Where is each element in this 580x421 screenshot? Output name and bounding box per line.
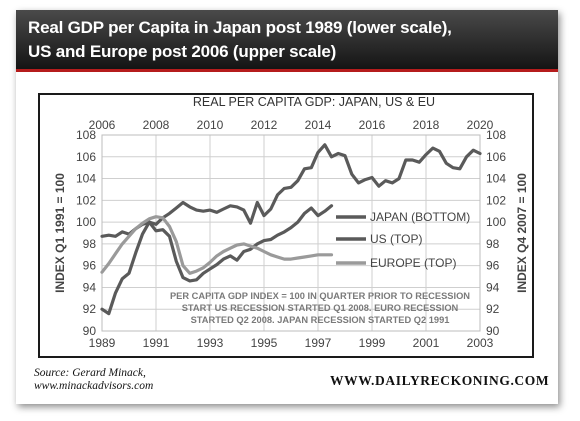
headline-line-2: US and Europe post 2006 (upper scale) (28, 42, 337, 61)
source-line-1: Source: Gerard Minack, (34, 367, 146, 379)
y-tick-label-right: 96 (486, 259, 500, 273)
x-tick-label-bottom: 1989 (89, 336, 116, 350)
annotation: PER CAPITA GDP INDEX = 100 IN QUARTER PR… (170, 291, 470, 325)
y-axis-label-left: INDEX Q1 1991 = 100 (53, 173, 67, 293)
x-tick-label-top: 2010 (197, 118, 224, 132)
y-tick-label-left: 100 (76, 215, 96, 229)
y-tick-label-left: 102 (76, 193, 96, 207)
chart-frame (38, 93, 534, 358)
source-line-2: www.minackadvisors.com (34, 380, 154, 392)
y-tick-label-right: 106 (486, 150, 506, 164)
gdp-line-chart: 90 90 92 92 94 94 96 96 98 98 100 100 102 102 104 104 10… (53, 95, 529, 350)
y-tick-label-right: 92 (486, 302, 500, 316)
annotation-line-1: PER CAPITA GDP INDEX = 100 IN QUARTER PR… (170, 291, 470, 301)
x-tick-label-top: 2008 (143, 118, 170, 132)
y-tick-label-right: 104 (486, 172, 506, 186)
header-banner: Real GDP per Capita in Japan post 1989 (… (16, 10, 558, 72)
legend: JAPAN (BOTTOM) US (TOP) EUROPE (TOP) (336, 210, 470, 270)
y-tick-label-left: 96 (83, 259, 97, 273)
series-lines (100, 143, 482, 316)
headline-line-1: Real GDP per Capita in Japan post 1989 (… (28, 18, 452, 37)
x-tick-label-bottom: 1995 (251, 336, 278, 350)
x-tick-label-top: 2020 (467, 118, 494, 132)
chart-title: REAL PER CAPITA GDP: JAPAN, US & EU (193, 95, 435, 109)
plot-area-border (101, 134, 481, 332)
x-tick-label-top: 2014 (305, 118, 332, 132)
x-tick-label-top: 2006 (89, 118, 116, 132)
y-tick-label-right: 98 (486, 237, 500, 251)
x-tick-label-bottom: 2001 (413, 336, 440, 350)
y-tick-label-left: 106 (76, 150, 96, 164)
y-tick-label-right: 100 (486, 215, 506, 229)
y-tick-label-right: 108 (486, 128, 506, 142)
y-tick-label-left: 92 (83, 302, 97, 316)
legend-label: EUROPE (TOP) (370, 256, 456, 270)
x-tick-label-bottom: 1999 (359, 336, 386, 350)
x-tick-label-bottom: 2003 (467, 336, 494, 350)
y-tick-label-right: 102 (486, 193, 506, 207)
x-tick-label-top: 2016 (359, 118, 386, 132)
y-axis-label-right: INDEX Q4 2007 = 100 (515, 173, 529, 293)
y-tick-label-right: 90 (486, 324, 500, 338)
legend-label: JAPAN (BOTTOM) (370, 210, 470, 224)
x-tick-label-top: 2012 (251, 118, 278, 132)
us-line (100, 204, 334, 316)
grid (101, 134, 481, 332)
x-tick-label-bottom: 1993 (197, 336, 224, 350)
x-tick-label-top: 2018 (413, 118, 440, 132)
annotation-line-2: START US RECESSION STARTED Q1 2008. EURO… (182, 303, 459, 313)
y-tick-label-left: 94 (83, 280, 97, 294)
x-tick-label-bottom: 1991 (143, 336, 170, 350)
x-tick-label-bottom: 1997 (305, 336, 332, 350)
europe-line (100, 215, 334, 275)
axes: 90 90 92 92 94 94 96 96 98 98 100 100 102 102 104 104 10… (76, 118, 506, 350)
annotation-line-3: STARTED Q2 2008. JAPAN RECESSION STARTED… (191, 315, 450, 325)
y-tick-label-left: 108 (76, 128, 96, 142)
japan-line (100, 143, 482, 238)
y-tick-label-left: 104 (76, 172, 96, 186)
legend-label: US (TOP) (370, 232, 422, 246)
y-tick-label-right: 94 (486, 280, 500, 294)
y-tick-label-left: 90 (83, 324, 97, 338)
site-link[interactable]: WWW.DAILYRECKONING.COM (330, 373, 550, 388)
y-tick-label-left: 98 (83, 237, 97, 251)
